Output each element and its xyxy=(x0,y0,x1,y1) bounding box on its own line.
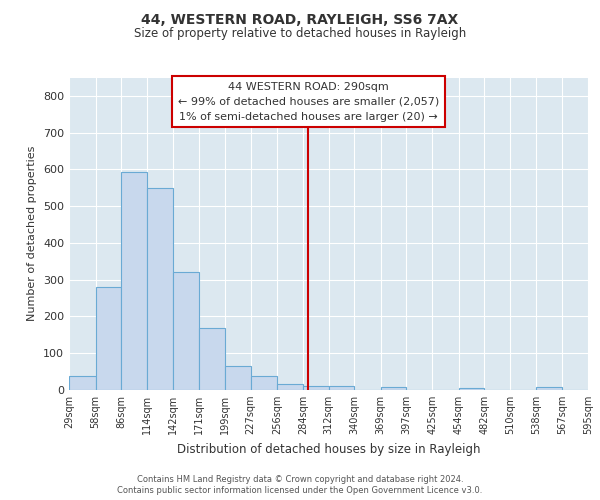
Text: Contains public sector information licensed under the Open Government Licence v3: Contains public sector information licen… xyxy=(118,486,482,495)
Bar xyxy=(381,387,406,390)
Text: Contains HM Land Registry data © Crown copyright and database right 2024.: Contains HM Land Registry data © Crown c… xyxy=(137,475,463,484)
Bar xyxy=(251,376,277,390)
Bar xyxy=(199,328,225,390)
Bar xyxy=(303,386,329,390)
Bar xyxy=(69,376,95,390)
Text: 44, WESTERN ROAD, RAYLEIGH, SS6 7AX: 44, WESTERN ROAD, RAYLEIGH, SS6 7AX xyxy=(142,12,458,26)
Bar xyxy=(536,387,562,390)
X-axis label: Distribution of detached houses by size in Rayleigh: Distribution of detached houses by size … xyxy=(177,442,480,456)
Bar xyxy=(147,188,173,390)
Bar xyxy=(329,386,354,390)
Bar xyxy=(95,287,121,390)
Bar xyxy=(277,384,303,390)
Y-axis label: Number of detached properties: Number of detached properties xyxy=(28,146,37,322)
Bar xyxy=(459,388,484,390)
Text: 44 WESTERN ROAD: 290sqm
← 99% of detached houses are smaller (2,057)
1% of semi-: 44 WESTERN ROAD: 290sqm ← 99% of detache… xyxy=(178,82,439,122)
Bar xyxy=(173,272,199,390)
Bar xyxy=(225,366,251,390)
Bar xyxy=(121,172,147,390)
Text: Size of property relative to detached houses in Rayleigh: Size of property relative to detached ho… xyxy=(134,28,466,40)
